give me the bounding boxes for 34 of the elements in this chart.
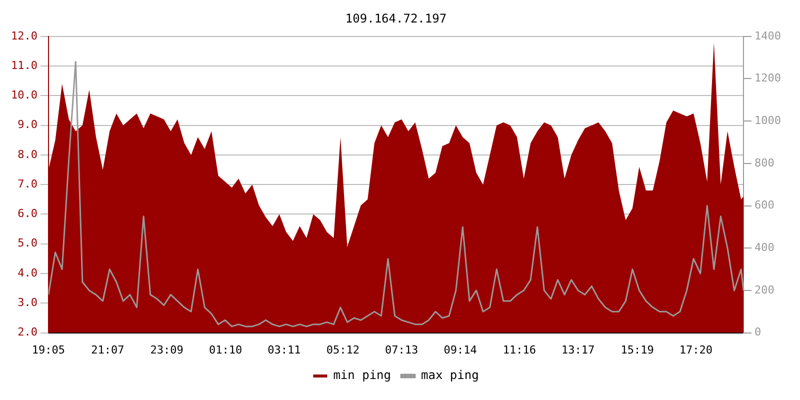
x-tick-label: 07:13 <box>385 343 418 356</box>
y-tick-label: 3.0 <box>18 296 38 310</box>
x-tick-label: 17:20 <box>679 343 713 356</box>
y-tick-label: 7.0 <box>18 177 38 190</box>
x-tick-label: 13:17 <box>562 343 595 356</box>
x-tick-label: 01:10 <box>208 343 242 356</box>
x-tick-label: 15:19 <box>620 343 654 356</box>
y-tick-label: 4.0 <box>18 266 38 280</box>
y2-tick-label: 0 <box>754 326 762 339</box>
chart-title: 109.164.72.197 <box>345 11 447 26</box>
legend-label: min ping <box>333 368 391 382</box>
y2-tick-label: 1400 <box>754 29 782 42</box>
y2-tick-label: 800 <box>754 156 774 170</box>
y-tick-label: 6.0 <box>18 207 38 220</box>
y-tick-label: 11.0 <box>10 58 38 72</box>
y2-tick-label: 600 <box>754 198 774 212</box>
y2-tick-label: 1000 <box>754 114 782 127</box>
y-tick-label: 2.0 <box>18 326 38 339</box>
x-tick-label: 21:07 <box>91 343 124 356</box>
x-tick-label: 09:14 <box>444 343 478 356</box>
legend-label: max ping <box>421 368 479 382</box>
y-tick-label: 9.0 <box>18 118 38 132</box>
x-tick-label: 19:05 <box>32 343 66 356</box>
y-tick-label: 8.0 <box>18 148 38 161</box>
x-tick-label: 03:11 <box>268 343 301 356</box>
x-tick-label: 05:12 <box>326 343 360 356</box>
y2-tick-label: 1200 <box>754 72 782 85</box>
x-tick-label: 11:16 <box>502 343 536 356</box>
x-tick-label: 23:09 <box>150 343 184 356</box>
y-tick-label: 5.0 <box>18 236 38 250</box>
y-tick-label: 12.0 <box>10 29 38 42</box>
y-tick-label: 10.0 <box>10 88 38 102</box>
y2-tick-label: 400 <box>754 240 774 254</box>
y2-tick-label: 200 <box>754 283 774 296</box>
